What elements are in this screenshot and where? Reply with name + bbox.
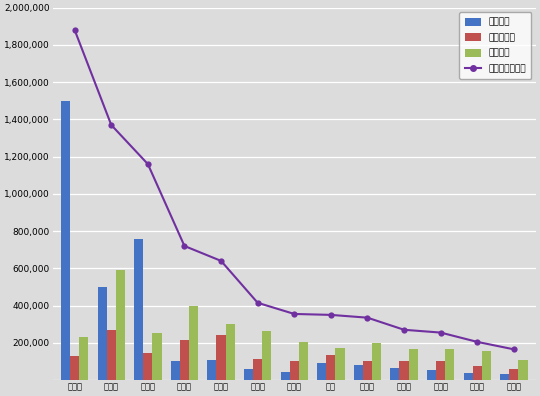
- Bar: [472, 366, 482, 380]
- Bar: [134, 238, 143, 380]
- Bar: [390, 368, 400, 380]
- Bar: [171, 362, 180, 380]
- Bar: [446, 349, 454, 380]
- Bar: [518, 360, 528, 380]
- Bar: [217, 335, 226, 380]
- Bar: [180, 340, 189, 380]
- Bar: [326, 355, 335, 380]
- Bar: [363, 362, 372, 380]
- Bar: [463, 373, 472, 380]
- Bar: [226, 324, 235, 380]
- Bar: [207, 360, 217, 380]
- Bar: [61, 101, 70, 380]
- Bar: [335, 348, 345, 380]
- Bar: [482, 351, 491, 380]
- Bar: [152, 333, 161, 380]
- Bar: [372, 343, 381, 380]
- Bar: [500, 373, 509, 380]
- Bar: [189, 306, 198, 380]
- Legend: 폴여지수, 미디어지수, 소통지수, 브랜드평판지수: 폴여지수, 미디어지수, 소통지수, 브랜드평판지수: [460, 12, 531, 78]
- Bar: [70, 356, 79, 380]
- Bar: [409, 349, 418, 380]
- Bar: [281, 372, 289, 380]
- Bar: [253, 359, 262, 380]
- Bar: [262, 331, 272, 380]
- Bar: [116, 270, 125, 380]
- Bar: [299, 342, 308, 380]
- Bar: [509, 369, 518, 380]
- Bar: [289, 362, 299, 380]
- Bar: [98, 287, 107, 380]
- Bar: [79, 337, 89, 380]
- Bar: [143, 353, 152, 380]
- Bar: [244, 369, 253, 380]
- Bar: [427, 370, 436, 380]
- Bar: [354, 365, 363, 380]
- Bar: [400, 362, 409, 380]
- Bar: [107, 330, 116, 380]
- Bar: [317, 363, 326, 380]
- Bar: [436, 362, 446, 380]
